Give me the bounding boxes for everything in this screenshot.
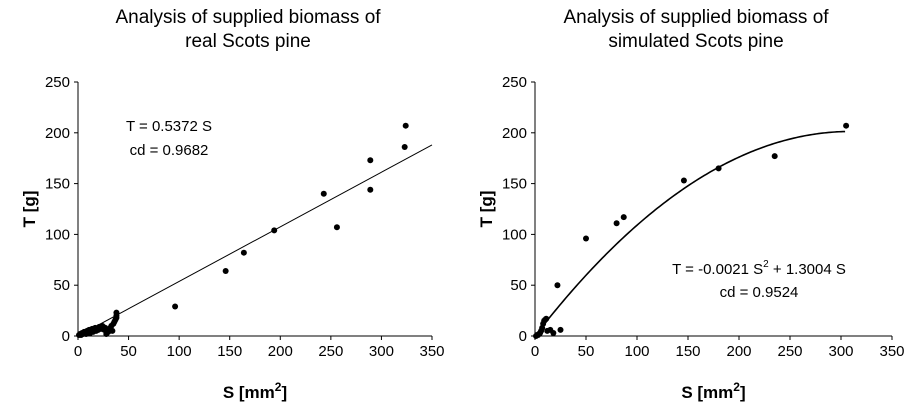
data-point xyxy=(583,235,589,242)
data-point xyxy=(113,309,120,316)
data-point xyxy=(109,327,116,334)
y-tick-label: 150 xyxy=(45,176,70,193)
y-tick-label: 50 xyxy=(510,277,527,294)
x-axis-label-end: ] xyxy=(281,383,287,402)
x-axis-label-sup: 2 xyxy=(275,380,282,394)
data-point xyxy=(680,177,687,184)
y-tick-label: 0 xyxy=(519,328,527,345)
y-axis-label: T [g] xyxy=(20,191,39,228)
y-tick-label: 100 xyxy=(45,226,70,243)
data-point xyxy=(222,267,229,274)
x-tick-label: 200 xyxy=(268,343,293,360)
data-point xyxy=(557,326,564,333)
x-tick-label: 350 xyxy=(879,343,904,360)
x-tick-label: 100 xyxy=(167,343,192,360)
equation-label: T = -0.0021 S2 + 1.3004 S xyxy=(672,259,846,278)
y-tick-label: 150 xyxy=(502,176,527,193)
chart-title-line: simulated Scots pine xyxy=(608,31,783,52)
y-tick-label: 50 xyxy=(53,277,70,294)
x-tick-label: 350 xyxy=(419,343,444,360)
x-tick-label: 250 xyxy=(777,343,802,360)
equation-superscript: 2 xyxy=(763,259,769,270)
equation-part: + 1.3004 S xyxy=(769,261,846,278)
data-point xyxy=(402,122,409,129)
data-point xyxy=(333,224,340,231)
data-point xyxy=(320,190,327,197)
x-tick-label: 50 xyxy=(578,343,595,360)
chart-title-line: real Scots pine xyxy=(185,31,311,52)
equation-part: T = -0.0021 S xyxy=(672,261,763,278)
x-tick-label: 200 xyxy=(726,343,751,360)
y-axis-label: T [g] xyxy=(477,191,496,228)
x-tick-label: 0 xyxy=(531,343,539,360)
y-tick-label: 200 xyxy=(45,125,70,142)
x-tick-label: 250 xyxy=(318,343,343,360)
data-point xyxy=(240,249,247,256)
data-point xyxy=(550,329,557,336)
x-axis-label: S [mm2] xyxy=(223,380,287,402)
data-point xyxy=(401,144,408,151)
x-tick-label: 100 xyxy=(624,343,649,360)
data-point xyxy=(172,303,179,310)
x-tick-label: 0 xyxy=(74,343,82,360)
data-point xyxy=(271,227,278,234)
data-point xyxy=(367,157,374,164)
y-tick-label: 0 xyxy=(62,328,70,345)
y-tick-label: 100 xyxy=(502,226,527,243)
chart-title-line: Analysis of supplied biomass of xyxy=(115,7,381,28)
equation-label: T = 0.5372 S xyxy=(126,118,212,135)
x-tick-label: 300 xyxy=(369,343,394,360)
data-point xyxy=(613,220,620,227)
cd-label: cd = 0.9682 xyxy=(130,142,209,159)
cd-label: cd = 0.9524 xyxy=(720,284,799,301)
x-axis-label-end: ] xyxy=(740,383,746,402)
y-tick-label: 250 xyxy=(502,74,527,91)
x-tick-label: 150 xyxy=(675,343,700,360)
data-point xyxy=(543,315,550,322)
chart-panel-2: Analysis of supplied biomass of simulated… xyxy=(477,7,905,402)
chart-title-line: Analysis of supplied biomass of xyxy=(563,7,829,28)
x-axis-label-main: S [mm xyxy=(681,383,733,402)
data-point xyxy=(620,214,627,221)
x-tick-label: 150 xyxy=(217,343,242,360)
x-axis-label: S [mm2] xyxy=(681,380,745,402)
data-point xyxy=(554,282,561,289)
data-point xyxy=(843,122,850,129)
data-point xyxy=(771,153,778,160)
chart-panel-1: Analysis of supplied biomass of real Scot… xyxy=(20,7,445,402)
data-point xyxy=(715,165,722,172)
x-tick-label: 300 xyxy=(828,343,853,360)
trend-curve xyxy=(534,130,846,337)
x-axis-label-sup: 2 xyxy=(733,380,740,394)
x-tick-label: 50 xyxy=(120,343,137,360)
y-tick-label: 250 xyxy=(45,74,70,91)
y-tick-label: 200 xyxy=(502,125,527,142)
data-point xyxy=(367,186,374,193)
x-axis-label-main: S [mm xyxy=(223,383,275,402)
trend-line xyxy=(77,144,433,337)
